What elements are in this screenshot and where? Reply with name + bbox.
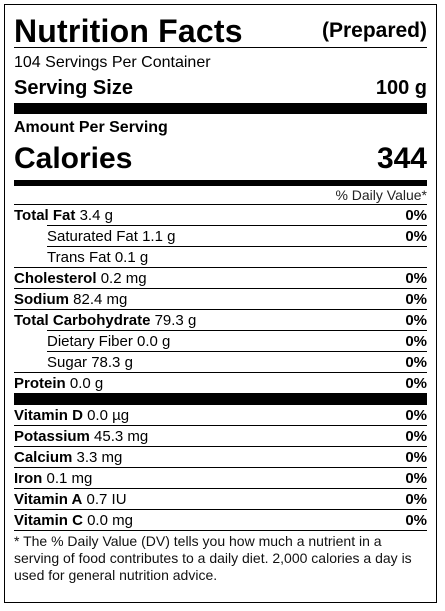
vitamin-amount: 0.7 IU bbox=[86, 491, 127, 508]
nutrient-row-cholesterol: Cholesterol 0.2 mg 0% bbox=[14, 267, 427, 288]
nutrient-amount: 79.3 g bbox=[154, 312, 197, 329]
nutrient-name: Total Carbohydrate bbox=[14, 312, 151, 329]
nutrient-row-dietary-fiber: Dietary Fiber 0.0 g 0% bbox=[47, 330, 427, 351]
footnote: * The % Daily Value (DV) tells you how m… bbox=[14, 530, 427, 584]
nutrient-amount: 0.2 mg bbox=[100, 270, 147, 287]
nutrient-amount: 82.4 mg bbox=[73, 291, 128, 308]
nutrient-amount: 78.3 g bbox=[91, 354, 133, 371]
nutrient-row-trans-fat: Trans Fat 0.1 g bbox=[47, 246, 427, 267]
nutrient-dv: 0% bbox=[405, 375, 427, 392]
vitamin-row-vitamin-c: Vitamin C 0.0 mg 0% bbox=[14, 509, 427, 530]
vitamin-amount: 45.3 mg bbox=[94, 428, 149, 445]
vitamin-name: Vitamin A bbox=[14, 491, 83, 508]
nutrient-amount: 0.0 g bbox=[137, 333, 171, 350]
amount-per-serving: Amount Per Serving bbox=[14, 119, 168, 136]
calories-row: Calories 344 bbox=[14, 139, 427, 179]
nutrient-amount: 3.4 g bbox=[79, 207, 113, 224]
nutrient-amount: 0.0 g bbox=[69, 375, 104, 392]
serving-size-label: Serving Size bbox=[14, 77, 133, 99]
nutrient-dv: 0% bbox=[405, 207, 427, 224]
vitamin-amount: 0.1 mg bbox=[46, 470, 93, 487]
label-title: Nutrition Facts bbox=[14, 13, 243, 49]
vitamin-name: Iron bbox=[14, 470, 43, 487]
nutrient-dv: 0% bbox=[405, 228, 427, 245]
vitamin-dv: 0% bbox=[405, 407, 427, 424]
nutrient-row-total-fat: Total Fat 3.4 g 0% bbox=[14, 204, 427, 225]
calories-value: 344 bbox=[376, 142, 427, 175]
nutrient-row-saturated-fat: Saturated Fat 1.1 g 0% bbox=[47, 225, 427, 246]
vitamin-row-iron: Iron 0.1 mg 0% bbox=[14, 467, 427, 488]
nutrient-dv: 0% bbox=[405, 333, 427, 350]
nutrient-dv: 0% bbox=[405, 354, 427, 371]
vitamin-name: Potassium bbox=[14, 428, 90, 445]
serving-size-value: 100 g bbox=[375, 77, 427, 99]
nutrient-amount: 0.1 g bbox=[114, 249, 149, 266]
nutrient-row-total-carbohydrate: Total Carbohydrate 79.3 g 0% bbox=[14, 309, 427, 330]
vitamin-name: Vitamin C bbox=[14, 512, 83, 529]
nutrient-row-protein: Protein 0.0 g 0% bbox=[14, 372, 427, 393]
daily-value-header: % Daily Value* bbox=[335, 187, 427, 203]
nutrient-dv: 0% bbox=[405, 291, 427, 308]
nutrient-dv: 0% bbox=[405, 270, 427, 287]
divider bbox=[14, 47, 427, 48]
vitamin-dv: 0% bbox=[405, 491, 427, 508]
vitamin-dv: 0% bbox=[405, 428, 427, 445]
nutrition-label: Nutrition Facts (Prepared) 104 Servings … bbox=[4, 4, 437, 603]
nutrient-name: Dietary Fiber bbox=[47, 333, 133, 350]
nutrient-row-sodium: Sodium 82.4 mg 0% bbox=[14, 288, 427, 309]
nutrient-row-sugar: Sugar 78.3 g 0% bbox=[47, 351, 427, 372]
nutrient-name: Saturated Fat bbox=[47, 228, 138, 245]
vitamin-row-calcium: Calcium 3.3 mg 0% bbox=[14, 446, 427, 467]
prepared-tag: (Prepared) bbox=[321, 19, 427, 42]
vitamin-dv: 0% bbox=[405, 449, 427, 466]
serving-size-row: Serving Size 100 g bbox=[14, 74, 427, 102]
vitamin-dv: 0% bbox=[405, 512, 427, 529]
label-header: Nutrition Facts (Prepared) bbox=[14, 5, 427, 47]
thick-divider bbox=[14, 103, 427, 114]
vitamin-name: Vitamin D bbox=[14, 407, 83, 424]
nutrient-name: Trans Fat bbox=[47, 249, 111, 266]
vitamin-amount: 0.0 mg bbox=[87, 512, 133, 529]
calories-label: Calories bbox=[14, 142, 133, 175]
nutrient-name: Cholesterol bbox=[14, 270, 97, 287]
vitamin-row-potassium: Potassium 45.3 mg 0% bbox=[14, 425, 427, 446]
vitamin-amount: 0.0 µg bbox=[87, 407, 130, 424]
thick-divider bbox=[14, 393, 427, 404]
nutrient-name: Protein bbox=[14, 375, 66, 392]
nutrient-name: Sugar bbox=[47, 354, 88, 371]
nutrient-name: Sodium bbox=[14, 291, 69, 308]
nutrient-dv: 0% bbox=[405, 312, 427, 329]
vitamin-row-vitamin-d: Vitamin D 0.0 µg 0% bbox=[14, 404, 427, 425]
vitamin-row-vitamin-a: Vitamin A 0.7 IU 0% bbox=[14, 488, 427, 509]
nutrient-name: Total Fat bbox=[14, 207, 76, 224]
vitamin-dv: 0% bbox=[405, 470, 427, 487]
nutrient-amount: 1.1 g bbox=[142, 228, 176, 245]
servings-per-container: 104 Servings Per Container bbox=[14, 54, 211, 71]
vitamin-name: Calcium bbox=[14, 449, 73, 466]
vitamin-amount: 3.3 mg bbox=[76, 449, 123, 466]
medium-divider bbox=[14, 180, 427, 186]
